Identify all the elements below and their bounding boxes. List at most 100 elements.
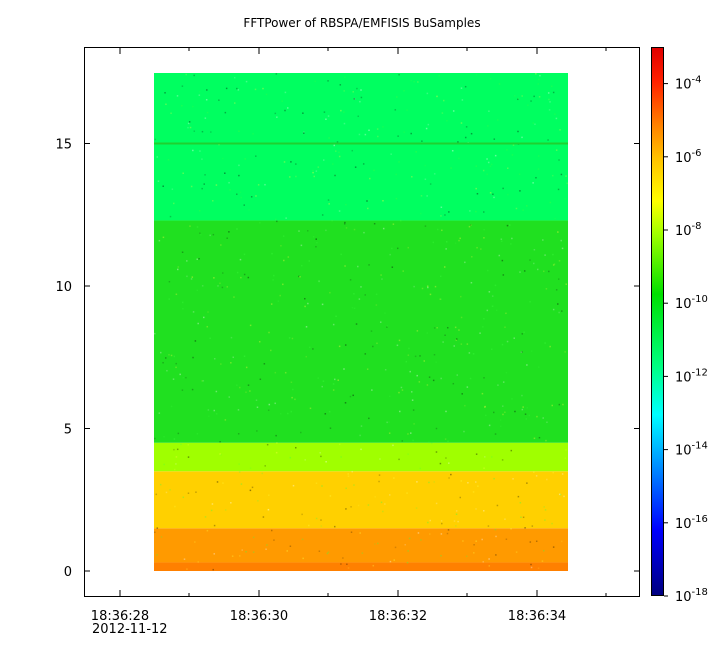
spectro-speckle — [549, 101, 551, 103]
spectro-speckle — [506, 224, 509, 227]
spectro-speckle — [294, 446, 297, 449]
spectro-speckle — [229, 189, 231, 191]
spectro-speckle — [344, 344, 347, 346]
y-tick-label: 0 — [64, 565, 72, 580]
spectro-speckle — [215, 390, 218, 393]
spectro-speckle — [529, 259, 531, 261]
spectro-speckle — [526, 482, 528, 484]
spectro-speckle — [323, 111, 326, 113]
spectro-speckle — [382, 126, 384, 128]
spectro-speckle — [535, 73, 537, 75]
spectro-speckle — [494, 284, 497, 287]
spectro-speckle — [314, 80, 316, 83]
spectro-speckle — [255, 399, 258, 401]
spectro-speckle — [455, 339, 458, 341]
spectro-speckle — [248, 209, 250, 211]
spectro-speckle — [252, 133, 254, 135]
spectro-speckle — [337, 379, 339, 381]
spectro-speckle — [409, 432, 412, 434]
spectro-speckle — [537, 155, 540, 157]
spectro-speckle — [460, 480, 463, 482]
spectro-speckle — [202, 380, 205, 382]
spectro-speckle — [162, 361, 164, 364]
spectro-speckle — [436, 326, 438, 329]
spectro-speckle — [549, 345, 551, 348]
spectro-speckle — [198, 94, 201, 96]
spectro-speckle — [558, 311, 560, 314]
spectro-speckle — [384, 503, 386, 505]
spectro-speckle — [309, 407, 312, 410]
spectro-speckle — [315, 482, 318, 485]
spectro-speckle — [194, 541, 196, 543]
spectro-speckle — [380, 274, 382, 276]
spectro-speckle — [338, 443, 341, 446]
cbar-tick-label: 10-18 — [675, 587, 708, 605]
spectro-speckle — [528, 414, 530, 417]
spectro-speckle — [186, 275, 188, 278]
spectro-speckle — [340, 109, 342, 112]
spectro-speckle — [378, 480, 380, 483]
spectro-speckle — [175, 456, 178, 458]
spectro-speckle — [424, 178, 427, 181]
spectro-speckle — [369, 177, 371, 180]
spectro-speckle — [276, 116, 278, 118]
spectro-speckle — [257, 500, 259, 502]
spectro-speckle — [276, 220, 278, 223]
spectro-speckle — [407, 246, 410, 249]
spectro-speckle — [410, 132, 412, 135]
spectro-speckle — [484, 406, 486, 408]
spectro-speckle — [174, 505, 176, 508]
spectro-speckle — [496, 504, 499, 507]
spectro-speckle — [432, 379, 435, 382]
spectro-speckle — [534, 123, 536, 126]
spectro-speckle — [433, 353, 436, 356]
spectro-speckle — [530, 100, 532, 102]
spectro-speckle — [284, 109, 286, 112]
spectro-speckle — [233, 296, 235, 298]
spectro-speckle — [315, 517, 318, 520]
spectro-speckle — [483, 228, 485, 231]
spectro-speckle — [519, 271, 521, 273]
spectro-speckle — [185, 73, 187, 76]
spectro-speckle — [302, 112, 304, 114]
spectro-speckle — [158, 239, 161, 242]
spectro-speckle — [502, 413, 504, 416]
spectro-speckle — [334, 174, 336, 177]
spectro-speckle — [206, 325, 209, 328]
spectro-speckle — [334, 174, 336, 177]
spectro-speckle — [426, 92, 429, 95]
spectro-speckle — [533, 95, 535, 98]
spectro-speckle — [429, 183, 432, 185]
spectro-speckle — [336, 141, 339, 143]
spectro-speckle — [318, 550, 321, 552]
spectro-speckle — [512, 478, 514, 480]
spectro-speckle — [283, 259, 285, 262]
spectro-speckle — [520, 516, 522, 519]
spectro-speckle — [320, 525, 323, 527]
spectro-speckle — [545, 439, 547, 442]
spectro-speckle — [428, 376, 431, 378]
spectro-speckle — [429, 519, 431, 522]
spectro-speckle — [473, 552, 475, 554]
spectro-speckle — [301, 513, 303, 516]
spectro-speckle — [300, 244, 303, 247]
spectro-speckle — [484, 456, 486, 458]
spectro-speckle — [413, 285, 415, 288]
spectro-speckle — [396, 247, 399, 250]
spectro-speckle — [342, 557, 344, 559]
spectro-speckle — [333, 525, 336, 528]
spectro-speckle — [358, 298, 361, 300]
spectro-speckle — [358, 133, 361, 136]
spectro-speckle — [375, 293, 378, 296]
spectro-speckle — [476, 246, 478, 249]
spectro-speckle — [345, 487, 347, 490]
spectro-speckle — [228, 231, 230, 233]
spectro-speckle — [232, 356, 235, 359]
spectro-speckle — [263, 363, 266, 365]
spectro-speckle — [264, 183, 266, 186]
spectro-speckle — [475, 508, 477, 510]
spectro-speckle — [480, 248, 482, 250]
spectro-speckle — [207, 409, 210, 411]
spectro-speckle — [271, 252, 273, 255]
spectro-speckle — [510, 243, 512, 245]
